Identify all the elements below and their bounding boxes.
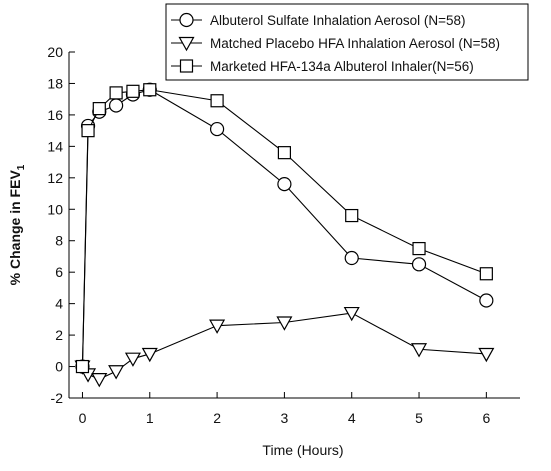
data-point-circle: [109, 98, 124, 113]
data-point-square: [126, 84, 140, 98]
data-point-triangle-down: [108, 365, 125, 380]
data-point-square: [109, 86, 123, 100]
data-point-square: [143, 83, 157, 97]
data-point-circle: [479, 293, 494, 308]
legend-item-marketed-hfa: Marketed HFA-134a Albuterol Inhaler(N=56…: [171, 59, 474, 74]
data-point-circle: [344, 250, 359, 266]
data-point-square: [75, 359, 90, 374]
data-point-triangle-down: [124, 352, 141, 367]
y-tick-label: 16: [47, 107, 63, 123]
data-point-square: [345, 208, 359, 223]
y-axis-label: % Change in FEV1: [7, 164, 27, 285]
series-matched-placebo: [74, 306, 495, 388]
legend-item-matched-placebo: Matched Placebo HFA Inhalation Aerosol (…: [171, 36, 500, 52]
legend-marker-square: [179, 59, 194, 73]
y-tick-label: 0: [55, 359, 63, 375]
data-point-triangle-down: [141, 347, 158, 363]
plot-area: [68, 52, 520, 399]
y-tick-label: -2: [51, 390, 64, 406]
y-tick-label: 12: [47, 170, 63, 186]
y-tick-label: 14: [47, 138, 63, 154]
x-tick-label: 2: [213, 410, 221, 426]
data-point-triangle-down: [209, 319, 226, 334]
data-point-square: [81, 124, 95, 138]
x-tick-label: 0: [79, 410, 87, 426]
data-point-triangle-down: [91, 373, 108, 388]
legend-marker-triangle-down: [178, 36, 195, 52]
y-tick-label: 4: [55, 296, 63, 312]
data-point-square: [277, 146, 292, 160]
y-axis-label-main: % Change in FEV: [7, 170, 23, 286]
data-point-triangle-down: [276, 316, 293, 331]
x-axis-label: Time (Hours): [262, 442, 343, 458]
legend-label: Matched Placebo HFA Inhalation Aerosol (…: [210, 36, 500, 51]
y-tick-label: 20: [47, 44, 63, 60]
x-tick-label: 1: [146, 410, 154, 426]
y-tick-label: 8: [55, 233, 63, 249]
x-tick-label: 5: [415, 410, 423, 426]
y-tick-label: 18: [47, 75, 63, 91]
x-tick-label: 4: [348, 410, 356, 426]
data-point-square: [479, 267, 493, 281]
data-point-circle: [209, 121, 225, 137]
legend-label: Marketed HFA-134a Albuterol Inhaler(N=56…: [210, 59, 474, 74]
legend-label: Albuterol Sulfate Inhalation Aerosol (N=…: [210, 13, 466, 28]
y-ticks: -2 0 2 4 6 8 10 12 14 16 18 20: [47, 44, 75, 406]
data-point-square: [92, 102, 106, 116]
series-marketed-hfa: [75, 83, 493, 374]
data-point-triangle-down: [411, 343, 428, 358]
y-tick-label: 2: [55, 327, 63, 343]
legend-marker-circle: [179, 12, 194, 28]
y-tick-label: 6: [55, 264, 63, 280]
data-point-triangle-down: [343, 306, 360, 322]
data-point-square: [412, 241, 426, 256]
y-tick-label: 10: [47, 201, 63, 217]
y-axis-label-subscript: 1: [16, 164, 27, 170]
legend: Albuterol Sulfate Inhalation Aerosol (N=…: [165, 3, 529, 81]
data-point-circle: [411, 257, 427, 272]
legend-item-albuterol-sulfate: Albuterol Sulfate Inhalation Aerosol (N=…: [171, 12, 466, 28]
data-point-square: [210, 94, 224, 108]
data-point-circle: [277, 177, 292, 192]
x-tick-label: 3: [281, 410, 289, 426]
series-layer: [74, 82, 495, 388]
data-point-triangle-down: [478, 347, 495, 363]
x-ticks: 0 1 2 3 4 5 6: [79, 392, 490, 426]
legend-box: [165, 3, 529, 81]
x-tick-label: 6: [482, 410, 490, 426]
